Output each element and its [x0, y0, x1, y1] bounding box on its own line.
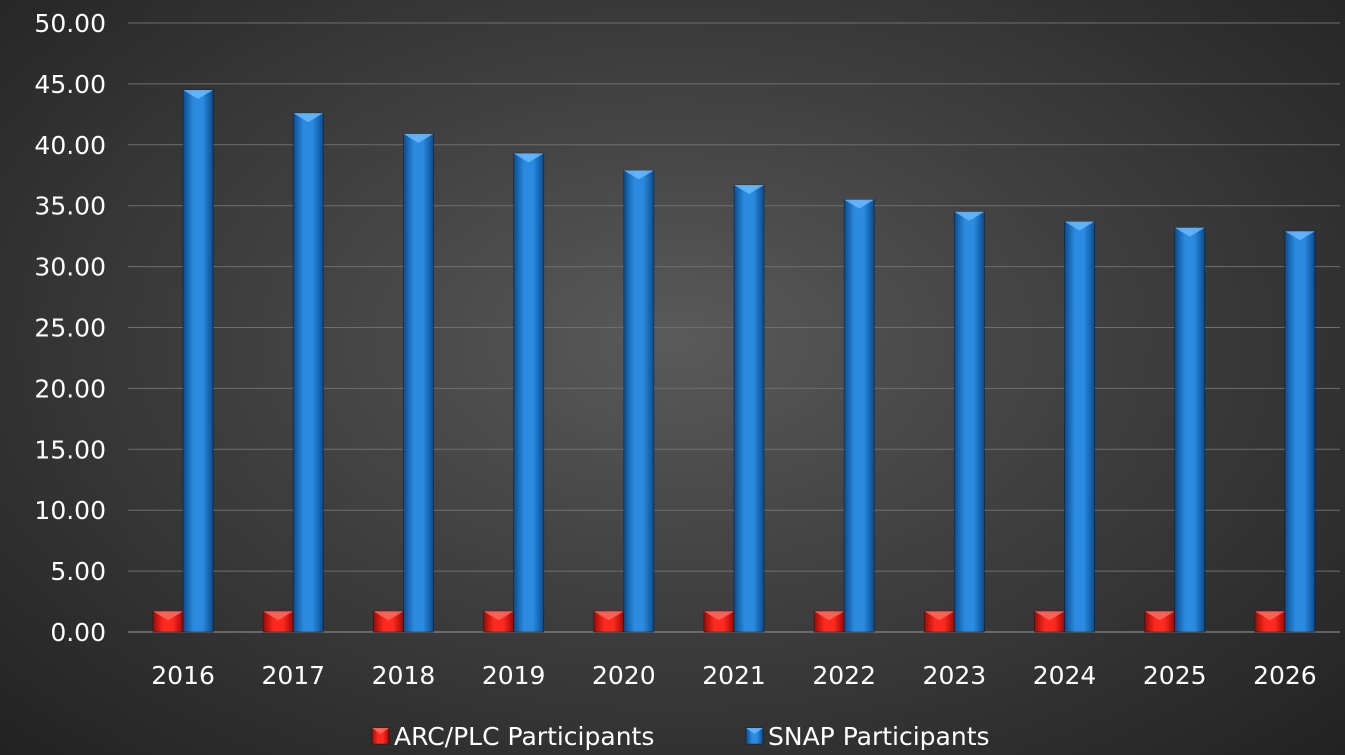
- arc-plc-bar-bevel: [924, 611, 955, 621]
- legend-label: ARC/PLC Participants: [394, 722, 654, 751]
- y-tick-label: 40.00: [34, 131, 106, 160]
- x-tick-label: 2019: [482, 661, 546, 690]
- arc-plc-bar-bevel: [1034, 611, 1065, 621]
- x-tick-label: 2023: [923, 661, 987, 690]
- snap-bar-body: [623, 169, 655, 633]
- x-tick-label: 2026: [1253, 661, 1317, 690]
- arc-plc-bar: [1034, 610, 1066, 633]
- y-tick-label: 5.00: [50, 557, 106, 586]
- y-tick-label: 35.00: [34, 192, 106, 221]
- snap-bar: [953, 211, 985, 633]
- x-tick-label: 2016: [151, 661, 215, 690]
- y-tick-label: 50.00: [34, 9, 106, 38]
- arc-plc-bar-bevel: [263, 611, 294, 621]
- snap-bar-bevel: [1174, 227, 1205, 237]
- snap-bar-body: [1174, 227, 1206, 633]
- x-tick-label: 2017: [261, 661, 325, 690]
- legend-label: SNAP Participants: [768, 722, 990, 751]
- y-tick-label: 0.00: [50, 618, 106, 647]
- x-tick-label: 2024: [1033, 661, 1097, 690]
- legend-item: ARC/PLC Participants: [371, 722, 654, 751]
- arc-plc-bar: [703, 610, 735, 633]
- arc-plc-bar-bevel: [153, 611, 184, 621]
- snap-bar-bevel: [623, 170, 654, 180]
- snap-bar: [292, 112, 324, 633]
- x-tick-label: 2021: [702, 661, 766, 690]
- snap-bar-body: [843, 199, 875, 633]
- arc-plc-bar-bevel: [1144, 611, 1175, 621]
- x-tick-label: 2020: [592, 661, 656, 690]
- arc-plc-bar-bevel: [483, 611, 514, 621]
- y-tick-label: 30.00: [34, 253, 106, 282]
- snap-bar-body: [1064, 221, 1096, 633]
- y-tick-label: 10.00: [34, 496, 106, 525]
- y-axis-ticks: 0.00 5.00 10.00 15.00 20.00 25.00 30.00 35.00 40…: [34, 9, 106, 647]
- arc-plc-bar: [1254, 610, 1286, 633]
- snap-bar-bevel: [1284, 231, 1315, 241]
- legend-swatch-bevel: [746, 728, 763, 734]
- snap-bar-bevel: [513, 153, 544, 163]
- snap-bar-bevel: [734, 184, 764, 194]
- y-tick-label: 15.00: [34, 435, 106, 464]
- snap-bar-body: [292, 112, 324, 633]
- arc-plc-bar: [372, 610, 404, 633]
- snap-bar: [513, 152, 545, 633]
- y-tick-label: 25.00: [34, 314, 106, 343]
- arc-plc-bar-bevel: [814, 611, 845, 621]
- legend-item: SNAP Participants: [745, 722, 990, 751]
- snap-bar-body: [513, 152, 545, 633]
- y-tick-label: 20.00: [34, 374, 106, 403]
- bars: [152, 89, 1316, 633]
- snap-bar-bevel: [954, 211, 985, 221]
- snap-bar-bevel: [293, 113, 324, 123]
- snap-bar: [733, 184, 765, 633]
- snap-bar-body: [402, 133, 434, 633]
- x-tick-label: 2025: [1143, 661, 1207, 690]
- snap-bar-bevel: [844, 199, 875, 209]
- x-tick-label: 2018: [372, 661, 436, 690]
- snap-bar: [402, 133, 434, 633]
- arc-plc-bar: [923, 610, 955, 633]
- legend-swatch-bevel: [372, 728, 389, 734]
- arc-plc-bar-bevel: [1254, 611, 1285, 621]
- snap-bar: [1064, 221, 1096, 633]
- arc-plc-bar: [262, 610, 294, 633]
- x-axis-ticks: 2016 2017 2018 2019 2020 2021 2022 2023 2024 2025…: [151, 661, 1316, 690]
- snap-bar: [1284, 230, 1316, 633]
- snap-bar-bevel: [183, 89, 214, 99]
- snap-bar-bevel: [1064, 221, 1095, 231]
- snap-bar-body: [733, 184, 765, 633]
- arc-plc-bar: [483, 610, 515, 633]
- arc-plc-bar-bevel: [704, 611, 734, 621]
- legend: ARC/PLC Participants SNAP Participants: [371, 722, 990, 751]
- arc-plc-bar: [593, 610, 625, 633]
- y-tick-label: 45.00: [34, 70, 106, 99]
- snap-bar-body: [953, 211, 985, 633]
- snap-bar-body: [182, 89, 214, 633]
- arc-plc-bar: [1144, 610, 1176, 633]
- arc-plc-bar: [152, 610, 184, 633]
- arc-plc-bar-bevel: [593, 611, 624, 621]
- snap-bar: [623, 169, 655, 633]
- snap-bar-body: [1284, 230, 1316, 633]
- snap-bar: [843, 199, 875, 633]
- snap-bar: [182, 89, 214, 633]
- arc-plc-bar-bevel: [373, 611, 404, 621]
- snap-bar-bevel: [403, 133, 434, 143]
- arc-plc-bar: [813, 610, 845, 633]
- x-tick-label: 2022: [812, 661, 876, 690]
- snap-bar: [1174, 227, 1206, 633]
